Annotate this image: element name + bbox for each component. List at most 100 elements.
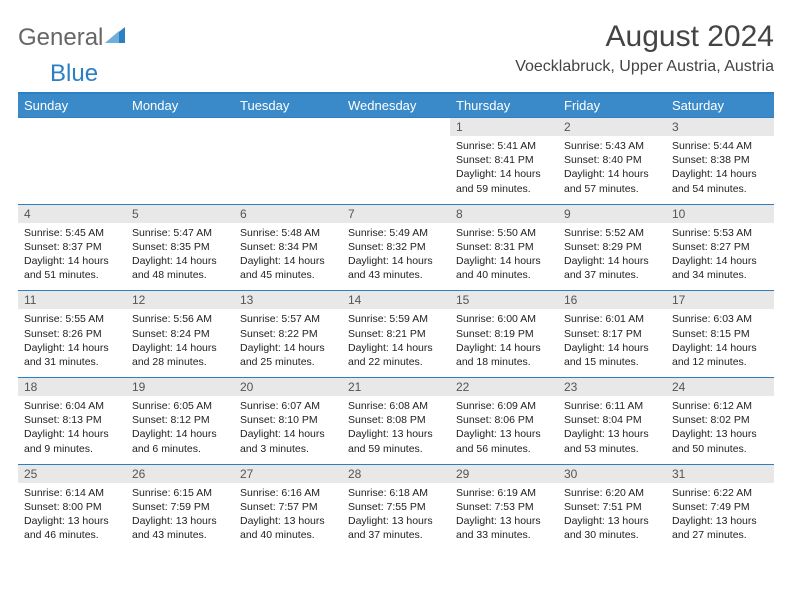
calendar-day-cell: 19Sunrise: 6:05 AMSunset: 8:12 PMDayligh… xyxy=(126,378,234,465)
calendar-day-cell: 10Sunrise: 5:53 AMSunset: 8:27 PMDayligh… xyxy=(666,204,774,291)
day-number: 10 xyxy=(666,205,774,223)
day-number: 16 xyxy=(558,291,666,309)
calendar-day-cell: 11Sunrise: 5:55 AMSunset: 8:26 PMDayligh… xyxy=(18,291,126,378)
day-number: 11 xyxy=(18,291,126,309)
calendar-day-cell: 4Sunrise: 5:45 AMSunset: 8:37 PMDaylight… xyxy=(18,204,126,291)
calendar-day-cell: 3Sunrise: 5:44 AMSunset: 8:38 PMDaylight… xyxy=(666,118,774,205)
day-details: Sunrise: 5:59 AMSunset: 8:21 PMDaylight:… xyxy=(342,309,450,377)
calendar-day-cell: 12Sunrise: 5:56 AMSunset: 8:24 PMDayligh… xyxy=(126,291,234,378)
calendar-day-cell: 13Sunrise: 5:57 AMSunset: 8:22 PMDayligh… xyxy=(234,291,342,378)
day-number: 3 xyxy=(666,118,774,136)
calendar-day-cell: 24Sunrise: 6:12 AMSunset: 8:02 PMDayligh… xyxy=(666,378,774,465)
day-number: 2 xyxy=(558,118,666,136)
title-block: August 2024 Voecklabruck, Upper Austria,… xyxy=(515,20,774,76)
day-number: 20 xyxy=(234,378,342,396)
day-number: 17 xyxy=(666,291,774,309)
day-number: 28 xyxy=(342,465,450,483)
day-number: 23 xyxy=(558,378,666,396)
day-header: Thursday xyxy=(450,94,558,118)
day-number: 31 xyxy=(666,465,774,483)
calendar-week-row: 1Sunrise: 5:41 AMSunset: 8:41 PMDaylight… xyxy=(18,118,774,205)
day-details: Sunrise: 6:15 AMSunset: 7:59 PMDaylight:… xyxy=(126,483,234,551)
day-details: Sunrise: 6:08 AMSunset: 8:08 PMDaylight:… xyxy=(342,396,450,464)
day-number: 13 xyxy=(234,291,342,309)
calendar-day-cell: 18Sunrise: 6:04 AMSunset: 8:13 PMDayligh… xyxy=(18,378,126,465)
calendar-week-row: 25Sunrise: 6:14 AMSunset: 8:00 PMDayligh… xyxy=(18,464,774,550)
day-number: 12 xyxy=(126,291,234,309)
day-details: Sunrise: 6:03 AMSunset: 8:15 PMDaylight:… xyxy=(666,309,774,377)
calendar-day-cell: 14Sunrise: 5:59 AMSunset: 8:21 PMDayligh… xyxy=(342,291,450,378)
day-number: 21 xyxy=(342,378,450,396)
calendar-day-cell: 29Sunrise: 6:19 AMSunset: 7:53 PMDayligh… xyxy=(450,464,558,550)
calendar-week-row: 4Sunrise: 5:45 AMSunset: 8:37 PMDaylight… xyxy=(18,204,774,291)
day-number: 25 xyxy=(18,465,126,483)
calendar-day-cell: 9Sunrise: 5:52 AMSunset: 8:29 PMDaylight… xyxy=(558,204,666,291)
logo-text-blue: Blue xyxy=(50,60,98,88)
day-details: Sunrise: 5:57 AMSunset: 8:22 PMDaylight:… xyxy=(234,309,342,377)
day-number: 15 xyxy=(450,291,558,309)
day-details: Sunrise: 6:16 AMSunset: 7:57 PMDaylight:… xyxy=(234,483,342,551)
calendar-day-cell: 8Sunrise: 5:50 AMSunset: 8:31 PMDaylight… xyxy=(450,204,558,291)
day-details: Sunrise: 5:49 AMSunset: 8:32 PMDaylight:… xyxy=(342,223,450,291)
calendar-day-cell: 25Sunrise: 6:14 AMSunset: 8:00 PMDayligh… xyxy=(18,464,126,550)
day-details: Sunrise: 5:53 AMSunset: 8:27 PMDaylight:… xyxy=(666,223,774,291)
calendar-day-cell xyxy=(234,118,342,205)
day-number: 14 xyxy=(342,291,450,309)
day-details: Sunrise: 5:55 AMSunset: 8:26 PMDaylight:… xyxy=(18,309,126,377)
day-number: 18 xyxy=(18,378,126,396)
day-details: Sunrise: 6:09 AMSunset: 8:06 PMDaylight:… xyxy=(450,396,558,464)
logo: General xyxy=(18,20,127,52)
day-header: Friday xyxy=(558,94,666,118)
calendar-day-cell: 30Sunrise: 6:20 AMSunset: 7:51 PMDayligh… xyxy=(558,464,666,550)
day-number: 4 xyxy=(18,205,126,223)
calendar-day-cell xyxy=(126,118,234,205)
day-details: Sunrise: 6:04 AMSunset: 8:13 PMDaylight:… xyxy=(18,396,126,464)
day-header: Tuesday xyxy=(234,94,342,118)
day-header: Monday xyxy=(126,94,234,118)
day-details: Sunrise: 6:00 AMSunset: 8:19 PMDaylight:… xyxy=(450,309,558,377)
calendar-table: SundayMondayTuesdayWednesdayThursdayFrid… xyxy=(18,94,774,550)
day-details: Sunrise: 6:12 AMSunset: 8:02 PMDaylight:… xyxy=(666,396,774,464)
location-text: Voecklabruck, Upper Austria, Austria xyxy=(515,58,774,76)
day-details: Sunrise: 5:50 AMSunset: 8:31 PMDaylight:… xyxy=(450,223,558,291)
calendar-day-cell: 15Sunrise: 6:00 AMSunset: 8:19 PMDayligh… xyxy=(450,291,558,378)
logo-triangle-icon xyxy=(105,24,127,52)
calendar-day-cell: 1Sunrise: 5:41 AMSunset: 8:41 PMDaylight… xyxy=(450,118,558,205)
day-number: 19 xyxy=(126,378,234,396)
calendar-week-row: 18Sunrise: 6:04 AMSunset: 8:13 PMDayligh… xyxy=(18,378,774,465)
logo-text-general: General xyxy=(18,24,103,52)
day-details: Sunrise: 6:19 AMSunset: 7:53 PMDaylight:… xyxy=(450,483,558,551)
calendar-day-cell: 7Sunrise: 5:49 AMSunset: 8:32 PMDaylight… xyxy=(342,204,450,291)
calendar-day-cell: 27Sunrise: 6:16 AMSunset: 7:57 PMDayligh… xyxy=(234,464,342,550)
calendar-day-cell: 5Sunrise: 5:47 AMSunset: 8:35 PMDaylight… xyxy=(126,204,234,291)
day-details: Sunrise: 5:48 AMSunset: 8:34 PMDaylight:… xyxy=(234,223,342,291)
day-details: Sunrise: 6:11 AMSunset: 8:04 PMDaylight:… xyxy=(558,396,666,464)
day-header-row: SundayMondayTuesdayWednesdayThursdayFrid… xyxy=(18,94,774,118)
calendar-body: 1Sunrise: 5:41 AMSunset: 8:41 PMDaylight… xyxy=(18,118,774,551)
calendar-day-cell: 28Sunrise: 6:18 AMSunset: 7:55 PMDayligh… xyxy=(342,464,450,550)
calendar-day-cell xyxy=(342,118,450,205)
day-number: 26 xyxy=(126,465,234,483)
day-header: Wednesday xyxy=(342,94,450,118)
day-details: Sunrise: 6:18 AMSunset: 7:55 PMDaylight:… xyxy=(342,483,450,551)
day-number: 6 xyxy=(234,205,342,223)
day-details: Sunrise: 6:01 AMSunset: 8:17 PMDaylight:… xyxy=(558,309,666,377)
calendar-day-cell xyxy=(18,118,126,205)
day-number: 5 xyxy=(126,205,234,223)
day-number: 9 xyxy=(558,205,666,223)
day-details: Sunrise: 6:22 AMSunset: 7:49 PMDaylight:… xyxy=(666,483,774,551)
calendar-page: General August 2024 Voecklabruck, Upper … xyxy=(0,0,792,560)
day-details: Sunrise: 6:20 AMSunset: 7:51 PMDaylight:… xyxy=(558,483,666,551)
day-number: 1 xyxy=(450,118,558,136)
day-number: 7 xyxy=(342,205,450,223)
day-number: 30 xyxy=(558,465,666,483)
calendar-day-cell: 16Sunrise: 6:01 AMSunset: 8:17 PMDayligh… xyxy=(558,291,666,378)
calendar-day-cell: 26Sunrise: 6:15 AMSunset: 7:59 PMDayligh… xyxy=(126,464,234,550)
calendar-week-row: 11Sunrise: 5:55 AMSunset: 8:26 PMDayligh… xyxy=(18,291,774,378)
calendar-day-cell: 31Sunrise: 6:22 AMSunset: 7:49 PMDayligh… xyxy=(666,464,774,550)
day-number: 27 xyxy=(234,465,342,483)
day-details: Sunrise: 6:14 AMSunset: 8:00 PMDaylight:… xyxy=(18,483,126,551)
day-details: Sunrise: 6:07 AMSunset: 8:10 PMDaylight:… xyxy=(234,396,342,464)
day-details: Sunrise: 5:52 AMSunset: 8:29 PMDaylight:… xyxy=(558,223,666,291)
calendar-day-cell: 20Sunrise: 6:07 AMSunset: 8:10 PMDayligh… xyxy=(234,378,342,465)
